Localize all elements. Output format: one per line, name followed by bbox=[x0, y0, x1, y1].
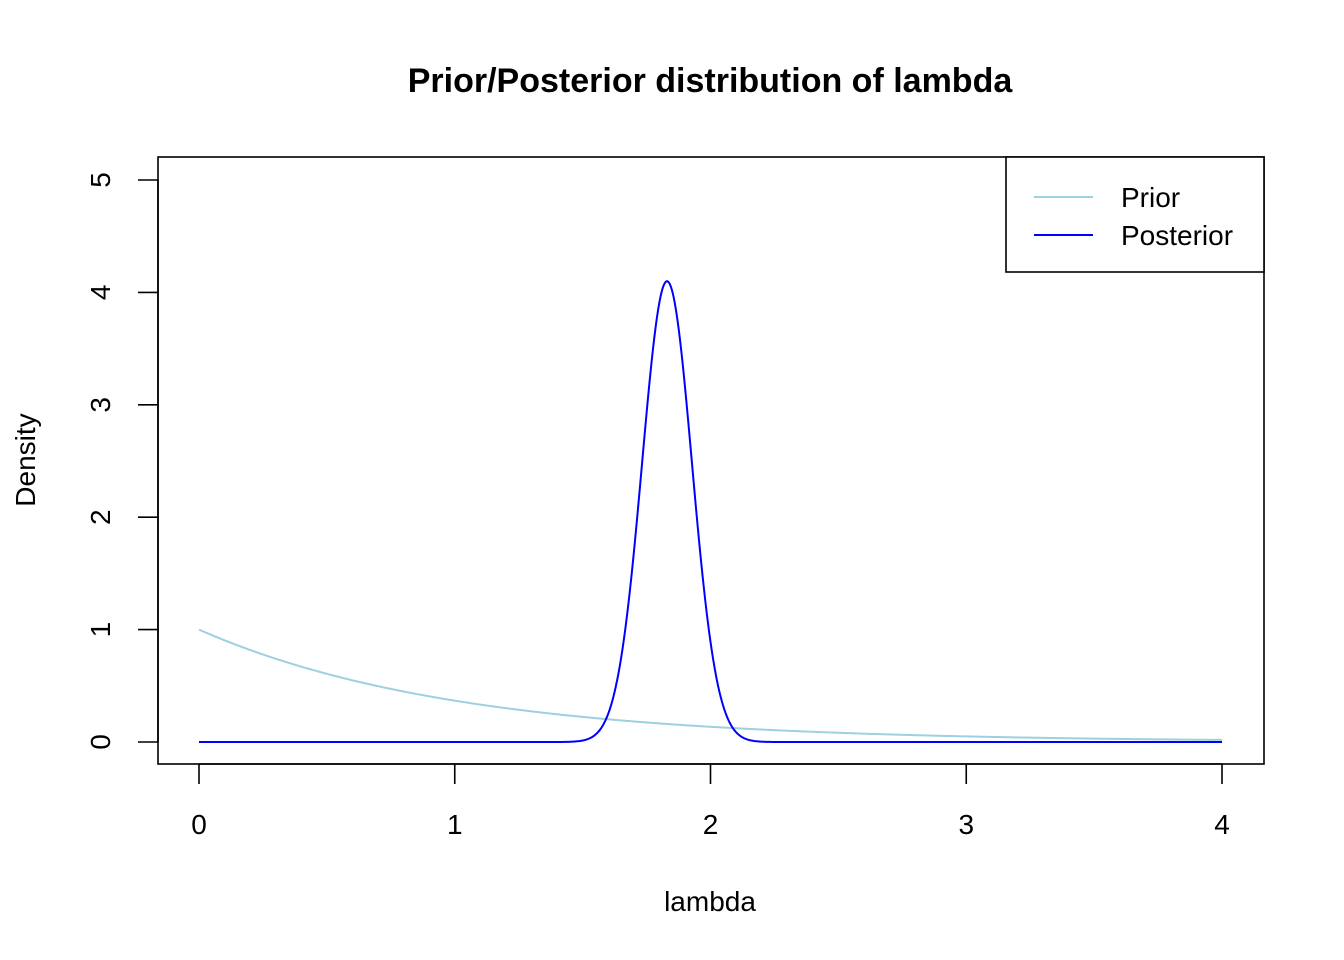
y-tick-label: 4 bbox=[85, 285, 116, 301]
x-axis: 0 1 2 3 4 bbox=[191, 763, 1230, 840]
x-tick-label: 4 bbox=[1214, 809, 1230, 840]
chart-title: Prior/Posterior distribution of lambda bbox=[408, 62, 1014, 100]
x-tick-label: 3 bbox=[958, 809, 974, 840]
x-tick-label: 2 bbox=[703, 809, 719, 840]
x-tick-label: 0 bbox=[191, 809, 207, 840]
series-line-prior bbox=[198, 628, 1223, 741]
series-group bbox=[198, 280, 1223, 743]
y-axis-label: Density bbox=[10, 413, 41, 506]
y-tick-label: 2 bbox=[85, 509, 116, 525]
y-tick-label: 5 bbox=[85, 172, 116, 188]
y-tick-label: 1 bbox=[85, 622, 116, 638]
legend: Prior Posterior bbox=[1005, 156, 1265, 273]
series-line-posterior bbox=[199, 280, 1222, 743]
legend-label-prior: Prior bbox=[1121, 182, 1180, 213]
x-axis-label: lambda bbox=[664, 886, 756, 917]
y-tick-label: 3 bbox=[85, 397, 116, 413]
legend-label-posterior: Posterior bbox=[1121, 220, 1233, 251]
y-axis: 0 1 2 3 4 5 bbox=[85, 172, 159, 750]
legend-box bbox=[1005, 156, 1265, 273]
x-tick-label: 1 bbox=[447, 809, 463, 840]
y-tick-label: 0 bbox=[85, 734, 116, 750]
